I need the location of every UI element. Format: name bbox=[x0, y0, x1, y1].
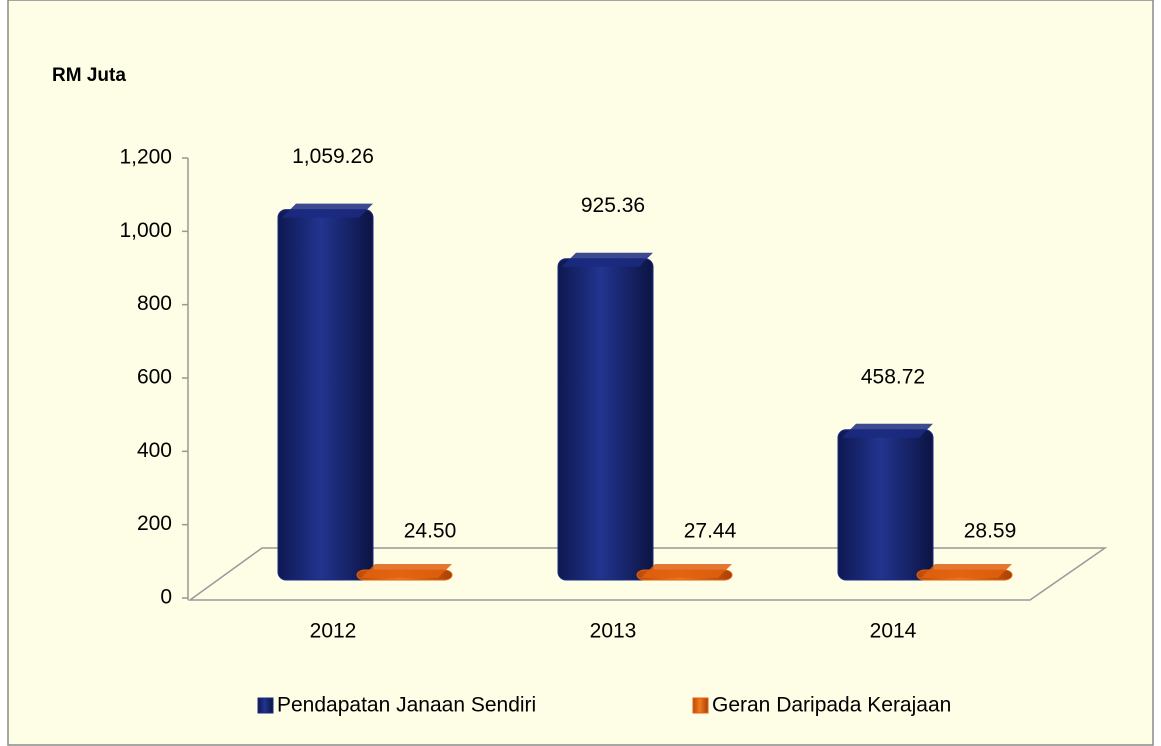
bar-part bbox=[837, 429, 934, 581]
bar-part bbox=[562, 252, 653, 267]
bar-part bbox=[361, 564, 452, 578]
x-tick-label: 2013 bbox=[590, 620, 637, 643]
y-tick-label: 1,200 bbox=[119, 146, 172, 169]
legend-swatch bbox=[692, 697, 709, 714]
bar-part bbox=[641, 564, 732, 578]
y-tick-label: 0 bbox=[160, 586, 172, 609]
legend-swatch bbox=[257, 697, 274, 714]
bar bbox=[636, 564, 733, 581]
bar bbox=[557, 252, 654, 581]
bar-part bbox=[842, 423, 933, 438]
data-label: 458.72 bbox=[861, 365, 925, 388]
x-tick-label: 2014 bbox=[870, 620, 917, 643]
bar-part bbox=[282, 203, 373, 218]
data-label: 28.59 bbox=[964, 520, 1017, 543]
y-tick-label: 200 bbox=[137, 512, 172, 535]
data-label: 27.44 bbox=[684, 520, 737, 543]
legend-label: Pendapatan Janaan Sendiri bbox=[277, 694, 536, 717]
y-tick-label: 400 bbox=[137, 439, 172, 462]
data-label: 24.50 bbox=[404, 520, 457, 543]
data-label: 925.36 bbox=[581, 194, 645, 217]
y-axis-label: RM Juta bbox=[52, 65, 126, 86]
bar-part bbox=[557, 258, 654, 581]
legend-label: Geran Daripada Kerajaan bbox=[712, 694, 951, 717]
bar bbox=[837, 423, 934, 581]
bar-part bbox=[921, 564, 1012, 578]
y-tick-label: 800 bbox=[137, 292, 172, 315]
data-label: 1,059.26 bbox=[292, 145, 374, 168]
bar bbox=[356, 564, 453, 581]
y-tick-label: 1,000 bbox=[119, 219, 172, 242]
bar-part bbox=[277, 209, 374, 581]
bar bbox=[277, 203, 374, 581]
floor bbox=[187, 547, 1108, 601]
x-tick-label: 2012 bbox=[310, 620, 357, 643]
y-tick-label: 600 bbox=[137, 366, 172, 389]
bar bbox=[916, 564, 1013, 581]
